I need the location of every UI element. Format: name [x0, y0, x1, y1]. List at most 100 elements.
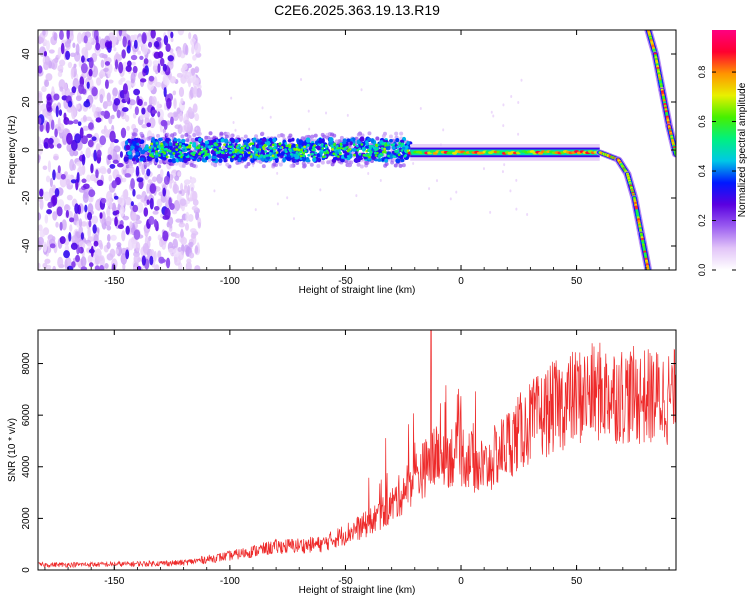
spectrogram-cell	[322, 155, 325, 159]
spectrogram-cell	[150, 30, 156, 39]
spectrogram-cell	[333, 148, 337, 152]
spectrogram-cell	[121, 49, 126, 59]
spectrogram-cell	[90, 163, 94, 174]
spectrogram-cell	[38, 236, 44, 246]
spectrogram-ytick-label: -20	[21, 190, 32, 205]
spectrogram-cell	[38, 117, 42, 125]
spectrogram-cell	[180, 97, 184, 104]
spectrogram-cell	[349, 141, 353, 146]
spectrogram-cell	[156, 37, 162, 42]
spectrogram-cell	[279, 146, 283, 150]
spectrogram-cell	[175, 143, 179, 146]
spectrogram-cell	[180, 236, 188, 245]
spectrogram-cell	[49, 243, 56, 249]
spectrogram-cell	[231, 147, 235, 151]
spectrogram-cell	[210, 144, 214, 148]
spectrogram-cell	[104, 41, 112, 48]
spectrogram-cell	[149, 153, 153, 157]
spectrogram-cell	[274, 143, 278, 147]
spectrogram-cell	[88, 262, 94, 268]
spectrogram-cell	[168, 158, 173, 163]
spectrogram-cell	[108, 174, 113, 182]
spectrogram-cell	[192, 153, 196, 157]
spectrogram-cell	[118, 30, 123, 37]
spectrogram-cell	[69, 224, 73, 232]
spectrogram-cell	[185, 211, 190, 222]
spectrogram-cell	[90, 174, 97, 182]
spectrogram-cell	[43, 142, 49, 149]
spectrogram-cell	[132, 127, 139, 134]
spectrogram-cell	[344, 146, 348, 150]
spectrogram-cell	[158, 159, 163, 164]
spectrogram-cell	[113, 53, 121, 64]
spectrogram-cell	[59, 86, 64, 92]
spectrogram-cell	[180, 189, 185, 197]
spectrogram-cell	[119, 205, 125, 217]
spectrogram-cell	[125, 249, 130, 260]
spectrogram-cell	[213, 189, 216, 193]
spectrogram-cell	[172, 152, 176, 155]
spectrogram-cell	[229, 145, 233, 149]
spectrogram-cell	[234, 138, 239, 144]
spectrogram-cell	[65, 210, 69, 218]
spectrogram-cell	[143, 207, 149, 217]
spectrogram-cell	[360, 88, 363, 92]
spectrogram-cell	[195, 87, 202, 98]
spectrogram-cell	[68, 232, 72, 242]
spectrogram-cell	[316, 145, 321, 151]
spectrogram-cell	[116, 242, 122, 248]
spectrogram-cell	[38, 65, 43, 74]
spectrogram-cell	[88, 189, 96, 198]
spectrogram-cell	[152, 210, 159, 215]
spectrogram-cell	[139, 131, 144, 136]
spectrogram-cell	[105, 99, 113, 107]
spectrogram-cell	[316, 163, 321, 168]
spectrogram-cell	[90, 245, 94, 258]
colorbar-gradient	[712, 30, 736, 270]
snr-xtick-label: -100	[220, 576, 240, 587]
spectrogram-cell	[130, 201, 134, 207]
spectrogram-cell	[187, 184, 191, 196]
spectrogram-cell	[109, 130, 116, 143]
spectrogram-cell	[85, 116, 92, 122]
spectrogram-cell	[526, 213, 529, 217]
spectrogram-cell	[52, 211, 58, 221]
spectrogram-cell	[69, 159, 75, 171]
spectrogram-cell	[194, 42, 201, 55]
spectrogram-cell	[392, 157, 397, 162]
spectrogram-cell	[91, 215, 99, 225]
spectrogram-cell	[200, 151, 204, 154]
spectrogram-cell	[82, 125, 90, 131]
spectrogram-cell	[159, 57, 165, 67]
spectrogram-cell	[317, 140, 323, 144]
spectrogram-cell	[278, 162, 283, 167]
spectrogram-cell	[54, 128, 58, 138]
spectrogram-cell	[260, 141, 265, 145]
spectrogram-cell	[133, 229, 141, 240]
spectrogram-cell	[227, 145, 231, 148]
spectrogram-cell	[59, 177, 67, 188]
spectrogram-cell	[515, 207, 518, 211]
spectrogram-cell	[164, 207, 171, 220]
spectrogram-cells	[38, 30, 676, 270]
spectrogram-cell	[206, 152, 210, 156]
spectrogram-cell	[306, 143, 310, 147]
spectrogram-cell	[52, 265, 57, 270]
spectrogram-cell	[160, 258, 166, 263]
spectrogram-cell	[194, 245, 199, 254]
spectrogram-cell	[197, 221, 201, 229]
spectrogram-cell	[63, 250, 71, 259]
spectrogram-cell	[191, 163, 196, 168]
spectrogram-cell	[111, 202, 117, 212]
spectrogram-cell	[104, 61, 111, 66]
spectrogram-cell	[204, 151, 208, 154]
spectrogram-cell	[157, 164, 162, 169]
spectrogram-cell	[237, 143, 241, 147]
spectrogram-cell	[300, 78, 303, 82]
spectrogram-cell	[304, 149, 307, 153]
spectrogram-cell	[170, 37, 174, 43]
spectrogram-cell	[363, 154, 367, 157]
spectrogram-cell	[117, 162, 124, 168]
spectrogram-cell	[320, 132, 325, 137]
spectrogram-cell	[94, 201, 100, 210]
